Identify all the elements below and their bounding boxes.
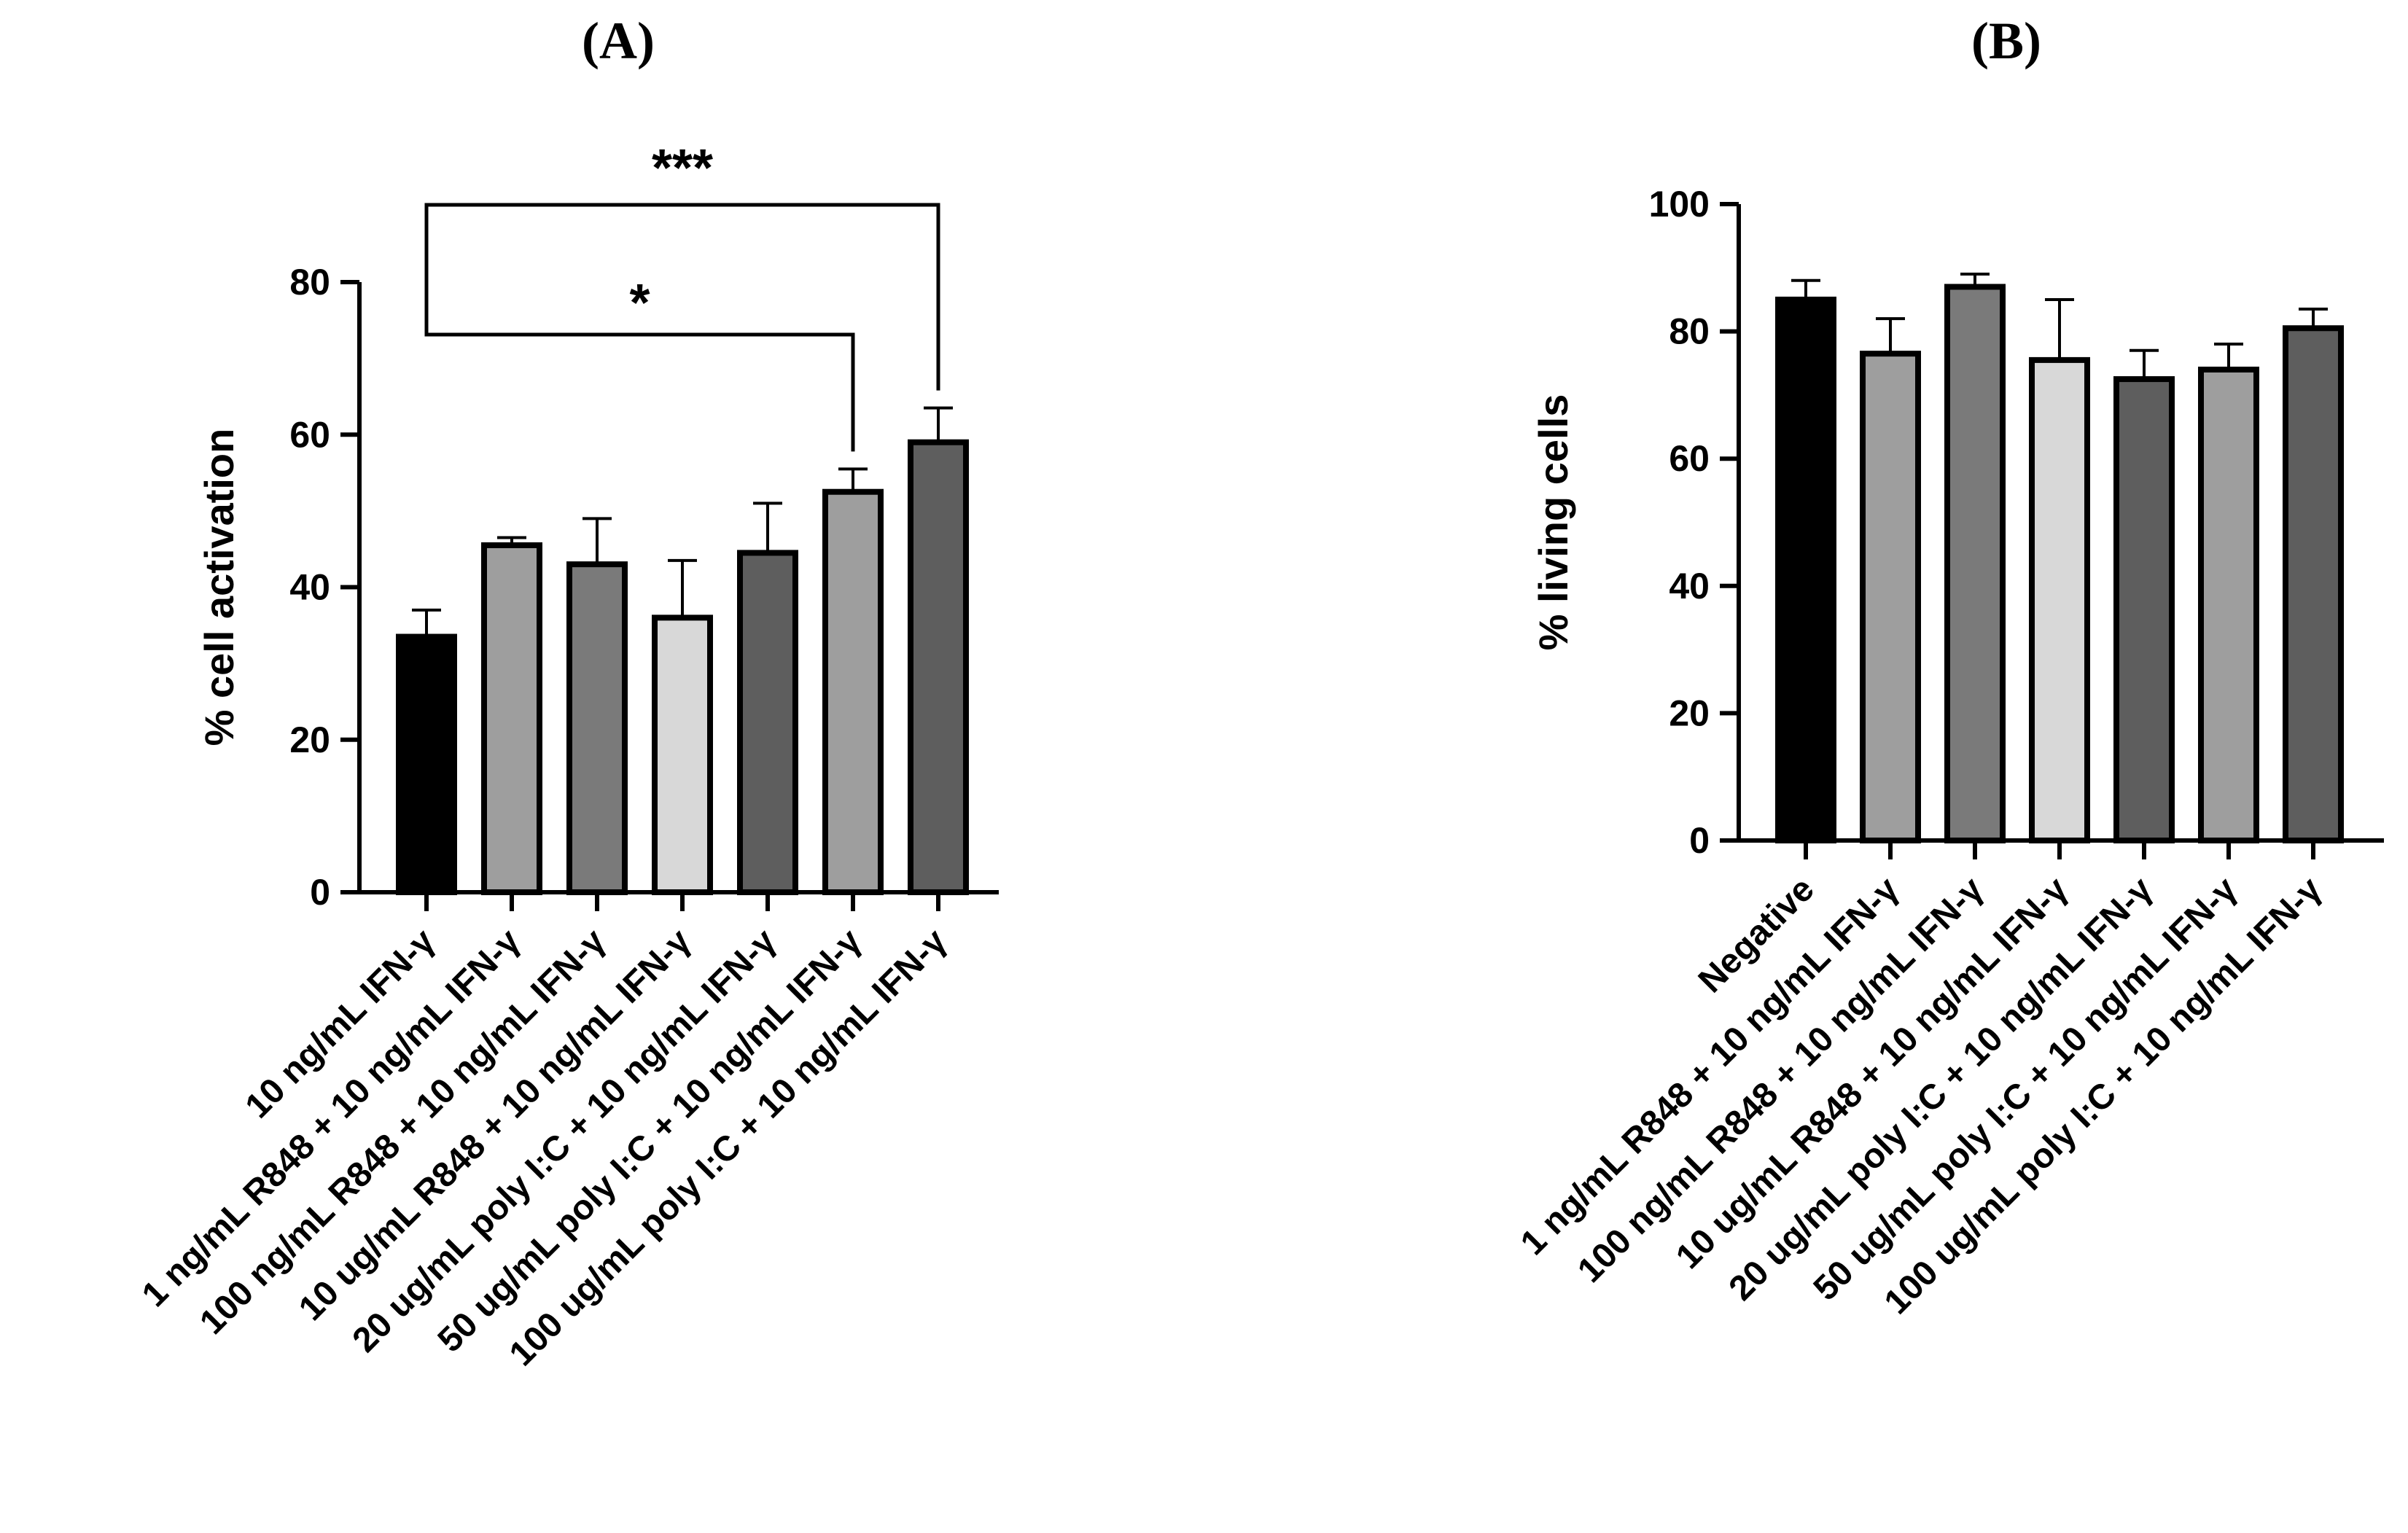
y-tick-label: 40 — [1669, 566, 1710, 606]
y-tick-label: 80 — [1669, 311, 1710, 352]
panel-label: (B) — [1971, 12, 2041, 70]
bar — [481, 542, 542, 895]
bar — [2029, 356, 2090, 843]
bar — [2283, 325, 2344, 843]
significance-label: *** — [652, 139, 713, 198]
y-axis-title: % cell activation — [196, 429, 242, 746]
bar — [737, 550, 798, 895]
bar — [908, 439, 969, 895]
significance-bracket — [424, 301, 855, 452]
bar — [566, 561, 628, 895]
y-axis-title: % living cells — [1530, 394, 1576, 651]
bar — [652, 615, 713, 895]
significance-label: * — [629, 274, 650, 332]
y-tick-label: 0 — [310, 872, 330, 913]
significance-bracket — [424, 203, 940, 391]
panel-label: (A) — [582, 12, 655, 70]
y-tick-label: 20 — [1669, 693, 1710, 733]
y-tick-label: 0 — [1689, 820, 1710, 861]
y-tick-label: 40 — [289, 567, 330, 608]
bar — [2198, 366, 2259, 844]
y-tick-label: 20 — [289, 719, 330, 760]
y-tick-label: 60 — [289, 414, 330, 455]
bar — [1944, 284, 2006, 843]
bar — [2113, 376, 2175, 843]
bar — [396, 633, 457, 895]
bar — [822, 488, 884, 895]
y-tick-label: 60 — [1669, 438, 1710, 479]
bar — [1860, 351, 1921, 843]
bar — [1775, 296, 1836, 843]
y-tick-label: 100 — [1649, 184, 1710, 225]
y-tick-label: 80 — [289, 262, 330, 303]
